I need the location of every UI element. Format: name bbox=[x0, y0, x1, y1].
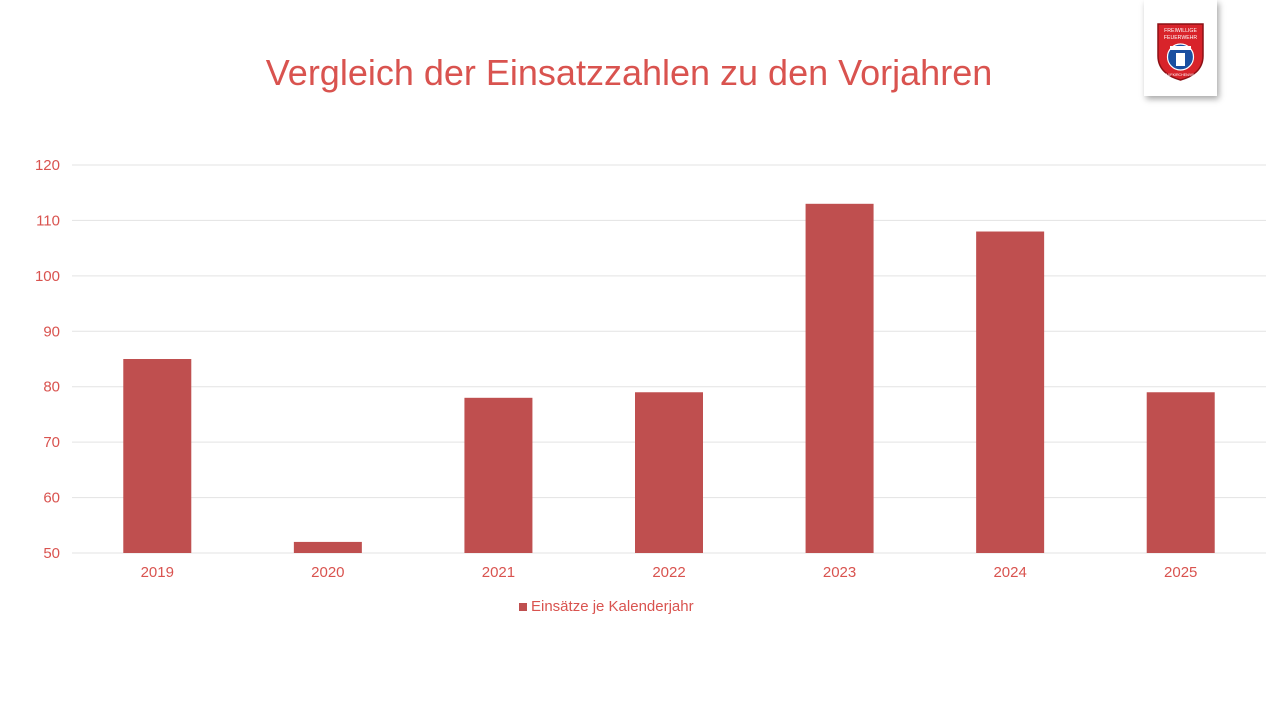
y-tick-label: 80 bbox=[43, 379, 60, 396]
y-tick-label: 110 bbox=[36, 212, 60, 229]
bar-2024 bbox=[976, 231, 1045, 553]
x-tick-label: 2021 bbox=[482, 564, 515, 581]
x-tick-label: 2020 bbox=[311, 564, 344, 581]
y-tick-label: 100 bbox=[35, 268, 60, 285]
y-tick-label: 60 bbox=[43, 490, 60, 507]
x-tick-label: 2025 bbox=[1164, 564, 1197, 581]
x-tick-label: 2023 bbox=[823, 564, 856, 581]
bar-2021 bbox=[464, 397, 533, 553]
y-tick-label: 90 bbox=[43, 323, 60, 340]
y-tick-label: 120 bbox=[35, 157, 60, 174]
x-tick-label: 2019 bbox=[141, 564, 174, 581]
y-tick-label: 50 bbox=[43, 545, 60, 562]
bar-2022 bbox=[635, 392, 703, 553]
chart-legend: Einsätze je Kalenderjahr bbox=[519, 598, 694, 615]
logo-text-bottom: TAUFKIRCHEN/VILS bbox=[1163, 73, 1198, 77]
bar-2020 bbox=[293, 541, 362, 553]
bar-2019 bbox=[123, 359, 192, 553]
legend-label: Einsätze je Kalenderjahr bbox=[531, 598, 694, 615]
fire-department-logo: FREIWILLIGE FEUERWEHR TAUFKIRCHEN/VILS bbox=[1144, 0, 1217, 96]
page-title: Vergleich der Einsatzzahlen zu den Vorja… bbox=[265, 52, 993, 93]
x-tick-label: 2022 bbox=[652, 564, 685, 581]
bar-2025 bbox=[1146, 392, 1215, 553]
legend-swatch bbox=[519, 602, 527, 611]
x-tick-label: 2024 bbox=[993, 564, 1026, 581]
logo-text-mid: FEUERWEHR bbox=[1164, 35, 1198, 41]
y-tick-label: 70 bbox=[43, 434, 60, 451]
shield-icon: FREIWILLIGE FEUERWEHR TAUFKIRCHEN/VILS bbox=[1157, 23, 1204, 81]
bar-2023 bbox=[805, 203, 874, 554]
logo-text-top: FREIWILLIGE bbox=[1164, 28, 1197, 34]
